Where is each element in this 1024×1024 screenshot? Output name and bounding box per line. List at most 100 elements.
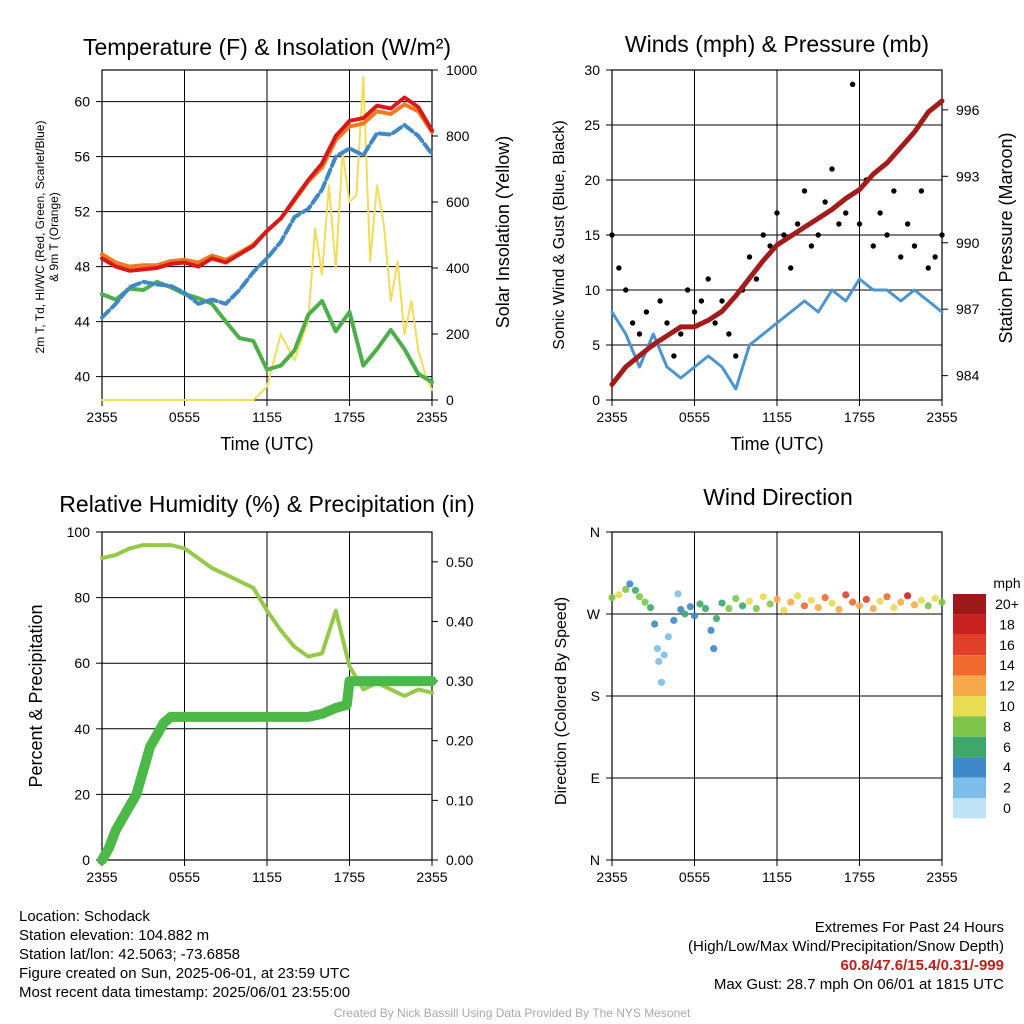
gust-point — [616, 265, 622, 271]
plot-frame — [101, 531, 433, 861]
direction-point — [631, 586, 639, 594]
legend-swatch — [953, 675, 986, 696]
legend-swatch — [953, 736, 986, 758]
x-tick-label: 1755 — [334, 869, 365, 885]
direction-point — [814, 604, 822, 612]
direction-point — [828, 599, 836, 607]
y-tick-label: W — [587, 606, 601, 622]
panel-3: 2355 0555 1155 1755 23550204060801000.000.10… — [26, 491, 475, 885]
y2-axis-label: Station Pressure (Maroon) — [996, 132, 1016, 343]
direction-point — [869, 604, 877, 613]
y2-tick-label: 0 — [446, 392, 454, 408]
y-tick-label: N — [590, 852, 600, 868]
direction-point — [686, 603, 694, 611]
y-tick-label: 48 — [74, 259, 90, 275]
panel-1: 2355 0555 1155 1755 235540444852566002004006… — [33, 34, 513, 454]
y2-tick-label: 990 — [956, 235, 980, 251]
gust-point — [898, 254, 904, 260]
recent-timestamp: Most recent data timestamp: 2025/06/01 2… — [19, 984, 351, 1001]
legend-title: mph — [993, 575, 1020, 591]
direction-point — [849, 598, 857, 606]
x-tick-label: 1155 — [252, 409, 282, 425]
gust-point — [671, 353, 677, 359]
gust-point — [904, 221, 911, 227]
legend-label: 0 — [1003, 800, 1011, 816]
series-2m-t — [100, 95, 434, 273]
gust-point — [884, 232, 890, 238]
series-2m-td — [100, 279, 434, 385]
gust-point — [932, 254, 938, 260]
direction-point — [677, 605, 685, 614]
y-tick-label: 60 — [74, 94, 90, 110]
chart-title: Wind Direction — [703, 484, 853, 510]
direction-point — [653, 645, 661, 653]
y-axis-label: Direction (Colored By Speed) — [553, 597, 570, 805]
y2-tick-label: 984 — [956, 368, 980, 384]
direction-point — [759, 593, 767, 601]
direction-point — [651, 620, 659, 628]
y-tick-label: N — [590, 524, 600, 540]
x-tick-label: 2355 — [596, 409, 627, 425]
y2-tick-label: 987 — [956, 301, 980, 317]
x-tick-label: 1155 — [762, 869, 792, 885]
direction-point — [732, 594, 740, 603]
station-elevation: Station elevation: 104.882 m — [19, 927, 210, 944]
legend-swatch — [953, 757, 986, 778]
station-info: Location: Schodack Station elevation: 10… — [19, 907, 350, 1002]
y2-axis-label: Solar Insolation (Yellow) — [493, 136, 513, 328]
extremes-block: Extremes For Past 24 Hours (High/Low/Max… — [688, 918, 1004, 994]
direction-point — [701, 604, 710, 613]
y-tick-label: 20 — [74, 786, 90, 802]
y-tick-label: 15 — [584, 227, 600, 243]
direction-point — [710, 645, 718, 653]
direction-point — [664, 633, 672, 641]
direction-point — [938, 598, 946, 606]
legend-label: 4 — [1003, 759, 1011, 775]
x-tick-label: 1755 — [844, 409, 875, 425]
direction-point — [787, 598, 795, 606]
y2-tick-label: 800 — [446, 128, 470, 144]
direction-point — [674, 590, 682, 598]
y-tick-label: 100 — [67, 524, 91, 540]
gust-point — [726, 331, 732, 337]
direction-point — [670, 616, 678, 624]
direction-point — [876, 597, 884, 605]
chart-title: Temperature (F) & Insolation (W/m²) — [83, 34, 451, 60]
direction-point — [917, 596, 925, 604]
x-tick-label: 2355 — [416, 869, 447, 885]
x-tick-label: 0555 — [679, 869, 710, 885]
gust-point — [794, 221, 801, 227]
y-tick-label: 30 — [584, 62, 600, 78]
series-station-pressure — [609, 98, 945, 387]
gust-point — [918, 188, 925, 194]
direction-point — [681, 610, 689, 618]
x-tick-label: 1755 — [334, 409, 365, 425]
y2-tick-label: 0.30 — [446, 673, 473, 689]
direction-point — [635, 593, 644, 601]
legend-label: 2 — [1003, 780, 1011, 796]
series-sonic-wind — [610, 277, 944, 391]
gust-point — [939, 232, 945, 238]
direction-point — [718, 599, 726, 607]
chart-title: Winds (mph) & Pressure (mb) — [625, 31, 929, 57]
direction-point — [626, 580, 634, 588]
gust-point — [719, 298, 725, 304]
y-tick-label: 44 — [74, 314, 90, 330]
gust-point — [781, 232, 787, 238]
x-tick-label: 0555 — [169, 409, 200, 425]
direction-point — [739, 602, 747, 610]
direction-point — [910, 601, 919, 609]
speed-legend: mph 20+ 18 16 14 12 10 8 6 4 2 0 — [953, 575, 1021, 819]
y-tick-label: 60 — [74, 655, 90, 671]
gust-point — [911, 243, 918, 249]
y-tick-label: 52 — [74, 204, 90, 220]
gust-point — [664, 320, 670, 326]
y-tick-label: 10 — [584, 282, 600, 298]
direction-point — [712, 614, 721, 623]
gust-point — [891, 188, 897, 194]
gust-point — [746, 254, 753, 260]
legend-label: 6 — [1003, 739, 1011, 755]
x-tick-label: 2355 — [926, 869, 957, 885]
y2-tick-label: 600 — [446, 194, 470, 210]
panel-2: 2355 0555 1155 1755 235505101520253098498799… — [551, 31, 1016, 454]
